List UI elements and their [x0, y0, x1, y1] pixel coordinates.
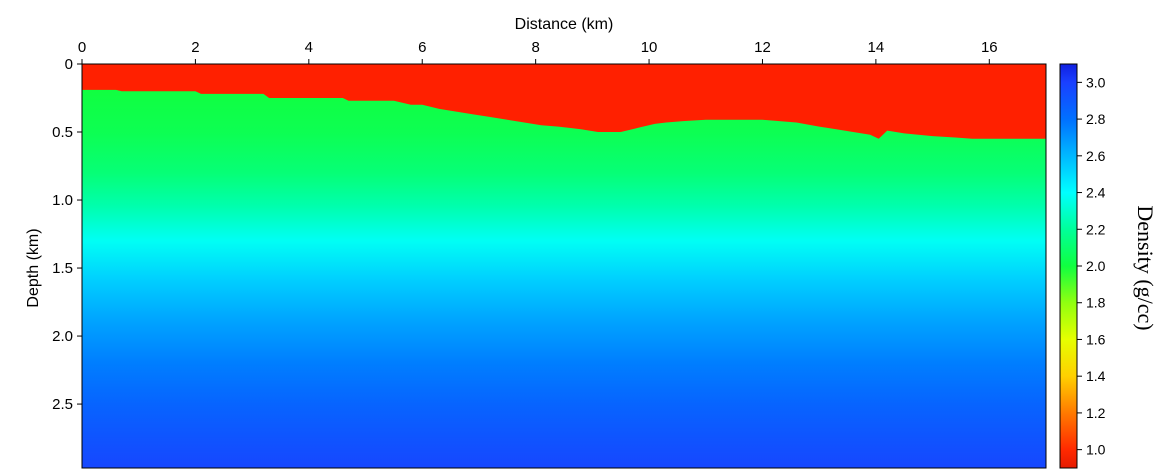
colorbar-tick-label: 3.0 [1086, 74, 1106, 90]
plot-area [82, 64, 1046, 468]
colorbar-tick-label: 1.8 [1086, 295, 1106, 311]
colorbar-tick-label: 2.6 [1086, 148, 1106, 164]
colorbar-tick-label: 1.2 [1086, 405, 1106, 421]
colorbar-tick-label: 1.4 [1086, 368, 1106, 384]
x-tick-label: 0 [78, 39, 86, 56]
x-tick-label: 12 [754, 39, 771, 56]
y-tick-label: 0 [65, 56, 73, 73]
x-tick-label: 16 [981, 39, 998, 56]
water-layer [82, 64, 1046, 139]
x-tick-label: 8 [531, 39, 539, 56]
colorbar-tick-label: 2.8 [1086, 111, 1106, 127]
plot-frame [81, 63, 1047, 469]
colorbar-ramp [1059, 63, 1078, 469]
colorbar: 1.0 1.2 1.4 1.6 1.8 2.0 2.2 2.4 2.6 2.8 3.0 Densit… [1059, 63, 1158, 469]
y-tick-label: 1.0 [52, 192, 73, 209]
x-tick-label: 4 [305, 39, 313, 56]
x-tick-label: 6 [418, 39, 426, 56]
y-tick-label: 2.0 [52, 328, 73, 345]
colorbar-ticks: 1.0 1.2 1.4 1.6 1.8 2.0 2.2 2.4 2.6 2.8 3.0 [1077, 74, 1106, 458]
y-tick-label: 0.5 [52, 124, 73, 141]
x-axis-title: Distance (km) [515, 16, 614, 33]
x-tick-label: 2 [191, 39, 199, 56]
colorbar-tick-label: 1.6 [1086, 331, 1106, 347]
y-axis-title: Depth (km) [25, 228, 42, 307]
colorbar-tick-label: 2.0 [1086, 258, 1106, 274]
y-tick-label: 2.5 [52, 396, 73, 413]
colorbar-tick-label: 2.2 [1086, 221, 1106, 237]
colorbar-tick-label: 1.0 [1086, 442, 1106, 458]
colorbar-title: Density (g/cc) [1133, 205, 1158, 330]
x-tick-label: 10 [641, 39, 658, 56]
y-axis-left: 0 0.5 1.0 1.5 2.0 2.5 [52, 56, 82, 413]
x-axis-top: 0 2 4 6 8 10 12 14 16 [78, 39, 998, 64]
x-tick-label: 14 [868, 39, 885, 56]
y-tick-label: 1.5 [52, 260, 73, 277]
colorbar-tick-label: 2.4 [1086, 185, 1106, 201]
